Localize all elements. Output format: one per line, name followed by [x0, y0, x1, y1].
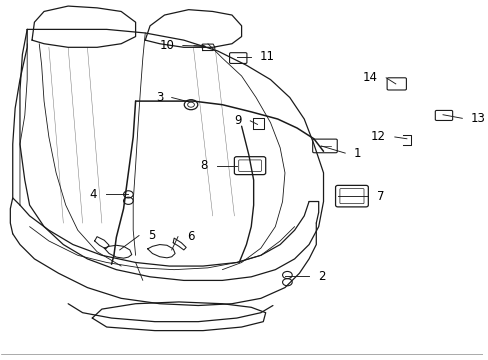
Text: 6: 6	[186, 230, 194, 243]
Text: 1: 1	[353, 147, 361, 159]
Text: 8: 8	[200, 159, 207, 172]
Text: 11: 11	[260, 50, 274, 63]
Text: 12: 12	[370, 130, 386, 144]
Text: 10: 10	[159, 39, 174, 52]
Text: 2: 2	[317, 270, 325, 283]
Text: 13: 13	[470, 112, 485, 125]
Text: 4: 4	[89, 188, 97, 201]
Text: 9: 9	[234, 114, 241, 127]
Text: 14: 14	[362, 71, 377, 84]
Text: 5: 5	[147, 229, 155, 242]
Text: 3: 3	[155, 91, 163, 104]
Text: 7: 7	[376, 190, 383, 203]
